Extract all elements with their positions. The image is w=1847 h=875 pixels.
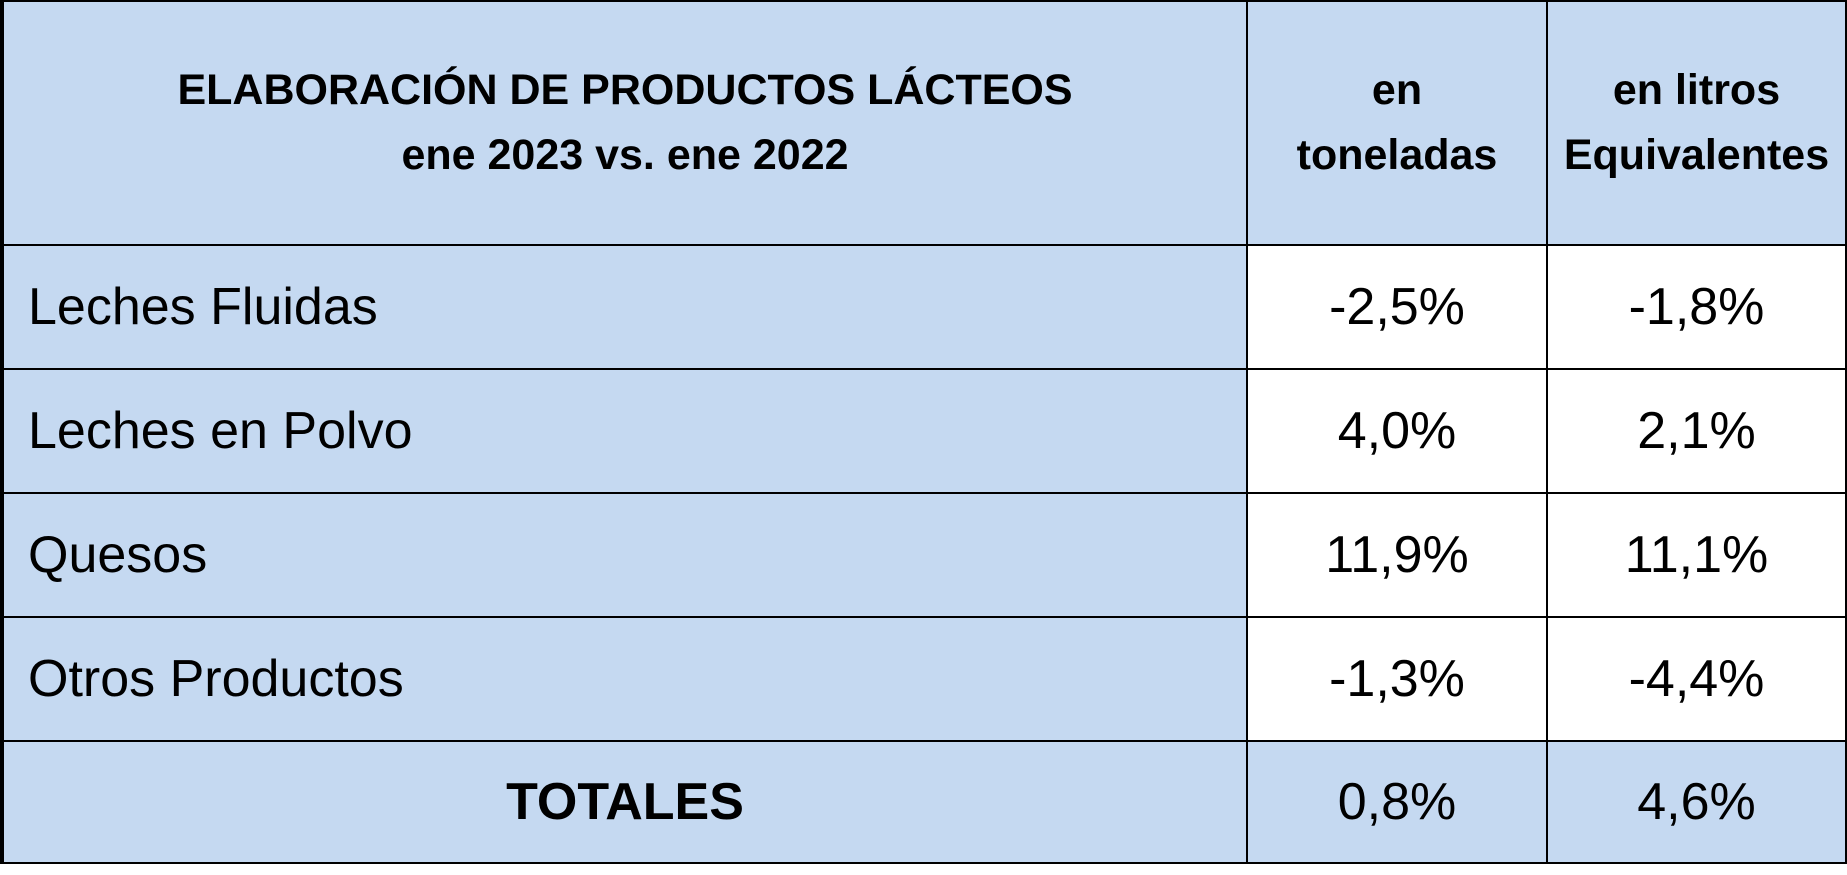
value-toneladas: 11,9%: [1246, 492, 1548, 618]
column-header-litros-line2: Equivalentes: [1563, 131, 1830, 179]
totals-value-toneladas: 0,8%: [1246, 740, 1548, 864]
totals-value-litros: 4,6%: [1546, 740, 1847, 864]
table-subtitle: ene 2023 vs. ene 2022: [401, 131, 849, 179]
value-toneladas: 4,0%: [1246, 368, 1548, 494]
value-litros: -1,8%: [1546, 244, 1847, 370]
totals-row: TOTALES 0,8% 4,6%: [0, 740, 1847, 864]
table-row: Quesos 11,9% 11,1%: [0, 492, 1847, 618]
table-title: ELABORACIÓN DE PRODUCTOS LÁCTEOS: [177, 66, 1073, 114]
table-row: Leches Fluidas -2,5% -1,8%: [0, 244, 1847, 370]
row-label: Leches Fluidas: [0, 244, 1248, 370]
table-header-row: ELABORACIÓN DE PRODUCTOS LÁCTEOS ene 202…: [0, 0, 1847, 246]
column-header-toneladas-line2: toneladas: [1296, 131, 1498, 179]
value-toneladas: -1,3%: [1246, 616, 1548, 742]
totals-label: TOTALES: [0, 740, 1248, 864]
column-header-litros: en litros Equivalentes: [1546, 0, 1847, 246]
column-header-toneladas: en toneladas: [1246, 0, 1548, 246]
value-litros: 11,1%: [1546, 492, 1847, 618]
value-toneladas: -2,5%: [1246, 244, 1548, 370]
table-row: Leches en Polvo 4,0% 2,1%: [0, 368, 1847, 494]
column-header-toneladas-line1: en: [1371, 66, 1423, 114]
row-label: Otros Productos: [0, 616, 1248, 742]
row-label: Quesos: [0, 492, 1248, 618]
row-label: Leches en Polvo: [0, 368, 1248, 494]
value-litros: -4,4%: [1546, 616, 1847, 742]
table-row: Otros Productos -1,3% -4,4%: [0, 616, 1847, 742]
table-title-cell: ELABORACIÓN DE PRODUCTOS LÁCTEOS ene 202…: [0, 0, 1248, 246]
value-litros: 2,1%: [1546, 368, 1847, 494]
column-header-litros-line1: en litros: [1612, 66, 1781, 114]
